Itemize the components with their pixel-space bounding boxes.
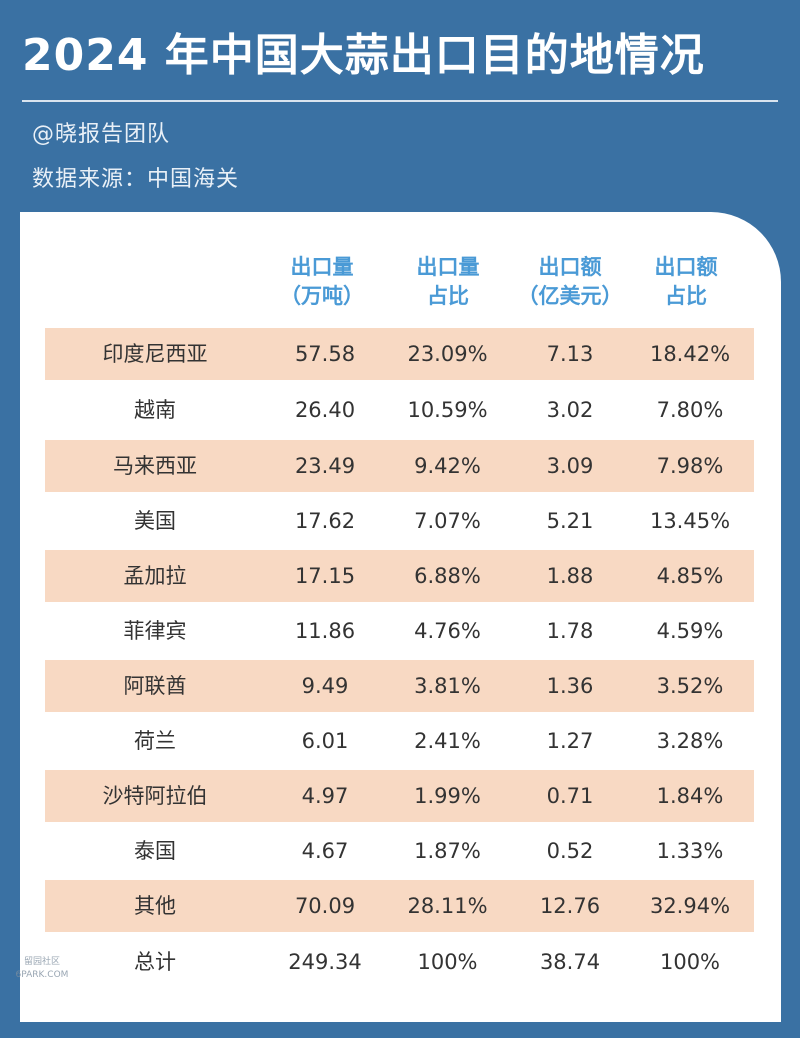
country-cell: 沙特阿拉伯 — [102, 784, 208, 808]
table-row: 荷兰 6.01 2.41% 1.27 3.28% — [45, 715, 754, 767]
export-volume-cell: 57.58 — [294, 342, 356, 366]
page-title: 2024 年中国大蒜出口目的地情况 — [22, 30, 705, 81]
table-row: 阿联酋 9.49 3.81% 1.36 3.52% — [45, 660, 754, 712]
table-row: 孟加拉 17.15 6.88% 1.88 4.85% — [45, 550, 754, 602]
export-volume-cell: 17.15 — [294, 564, 356, 588]
country-cell: 越南 — [134, 398, 176, 422]
export-volume-cell: 11.86 — [294, 619, 356, 643]
value-share-cell: 100% — [659, 950, 721, 974]
value-share-cell: 13.45% — [649, 509, 731, 533]
export-value-cell: 3.09 — [546, 454, 594, 478]
table-row: 美国 17.62 7.07% 5.21 13.45% — [45, 495, 754, 547]
column-header-line2: 占比 — [427, 284, 469, 308]
export-value-cell: 0.52 — [546, 839, 594, 863]
country-cell: 其他 — [134, 894, 176, 918]
export-value-cell: 0.71 — [546, 784, 594, 808]
volume-share-cell: 3.81% — [414, 674, 481, 698]
country-cell: 美国 — [134, 509, 176, 533]
table-row: 泰国 4.67 1.87% 0.52 1.33% — [45, 825, 754, 877]
export-volume-cell: 26.40 — [294, 398, 356, 422]
column-header-export-value: 出口额 （亿美元） — [510, 253, 630, 315]
export-value-cell: 38.74 — [539, 950, 601, 974]
export-volume-cell: 4.97 — [301, 784, 349, 808]
country-cell: 马来西亚 — [113, 454, 197, 478]
data-source: 数据来源：中国海关 — [32, 167, 240, 192]
country-cell: 荷兰 — [134, 729, 176, 753]
table-row: 其他 70.09 28.11% 12.76 32.94% — [45, 880, 754, 932]
author-credit: @晓报告团队 — [32, 122, 171, 147]
value-share-cell: 4.85% — [656, 564, 724, 588]
volume-share-cell: 23.09% — [407, 342, 488, 366]
volume-share-cell: 4.76% — [414, 619, 481, 643]
export-volume-cell: 70.09 — [294, 894, 356, 918]
value-share-cell: 3.52% — [656, 674, 724, 698]
table-row: 马来西亚 23.49 9.42% 3.09 7.98% — [45, 440, 754, 492]
value-share-cell: 1.33% — [656, 839, 724, 863]
site-watermark: 留园社区 6PARK.COM — [2, 956, 82, 984]
table-row: 印度尼西亚 57.58 23.09% 7.13 18.42% — [45, 328, 754, 380]
export-value-cell: 3.02 — [546, 398, 594, 422]
export-volume-cell: 6.01 — [301, 729, 349, 753]
volume-share-cell: 1.99% — [414, 784, 481, 808]
column-header-line2: 占比 — [665, 284, 707, 308]
export-value-cell: 1.78 — [546, 619, 594, 643]
export-value-cell: 1.27 — [546, 729, 594, 753]
column-header-line1: 出口量 — [290, 255, 354, 279]
value-share-cell: 4.59% — [656, 619, 724, 643]
column-header-line2: （亿美元） — [517, 284, 623, 308]
volume-share-cell: 100% — [417, 950, 478, 974]
title-divider — [22, 100, 778, 102]
column-header-export-volume: 出口量 （万吨） — [262, 253, 382, 315]
volume-share-cell: 9.42% — [414, 454, 481, 478]
value-share-cell: 1.84% — [656, 784, 724, 808]
export-volume-cell: 17.62 — [294, 509, 356, 533]
column-header-line1: 出口额 — [538, 255, 602, 279]
column-header-line1: 出口量 — [416, 255, 480, 279]
volume-share-cell: 1.87% — [414, 839, 481, 863]
volume-share-cell: 10.59% — [407, 398, 488, 422]
table-row: 沙特阿拉伯 4.97 1.99% 0.71 1.84% — [45, 770, 754, 822]
watermark-line2: 6PARK.COM — [15, 970, 69, 980]
export-value-cell: 7.13 — [546, 342, 594, 366]
country-cell: 泰国 — [134, 839, 176, 863]
value-share-cell: 3.28% — [656, 729, 724, 753]
export-volume-cell: 4.67 — [301, 839, 349, 863]
export-value-cell: 12.76 — [539, 894, 601, 918]
country-cell: 印度尼西亚 — [102, 342, 208, 366]
export-value-cell: 5.21 — [546, 509, 594, 533]
export-volume-cell: 9.49 — [301, 674, 349, 698]
total-label-cell: 总计 — [134, 950, 176, 974]
export-volume-cell: 249.34 — [288, 950, 362, 974]
value-share-cell: 32.94% — [649, 894, 731, 918]
watermark-line1: 留园社区 — [23, 957, 60, 967]
export-volume-cell: 23.49 — [294, 454, 356, 478]
country-cell: 阿联酋 — [123, 674, 187, 698]
volume-share-cell: 6.88% — [414, 564, 481, 588]
export-value-cell: 1.36 — [546, 674, 594, 698]
country-cell: 孟加拉 — [123, 564, 187, 588]
volume-share-cell: 2.41% — [414, 729, 481, 753]
value-share-cell: 7.98% — [656, 454, 724, 478]
column-header-value-share: 出口额 占比 — [626, 253, 746, 315]
column-header-volume-share: 出口量 占比 — [388, 253, 508, 315]
table-row: 菲律宾 11.86 4.76% 1.78 4.59% — [45, 605, 754, 657]
volume-share-cell: 7.07% — [414, 509, 481, 533]
volume-share-cell: 28.11% — [407, 894, 488, 918]
country-cell: 菲律宾 — [123, 619, 187, 643]
value-share-cell: 18.42% — [649, 342, 731, 366]
column-header-line1: 出口额 — [654, 255, 718, 279]
table-row: 越南 26.40 10.59% 3.02 7.80% — [45, 384, 754, 436]
column-header-line2: （万吨） — [280, 284, 364, 308]
export-value-cell: 1.88 — [546, 564, 594, 588]
table-row-total: 总计 249.34 100% 38.74 100% — [45, 936, 754, 988]
value-share-cell: 7.80% — [656, 398, 724, 422]
